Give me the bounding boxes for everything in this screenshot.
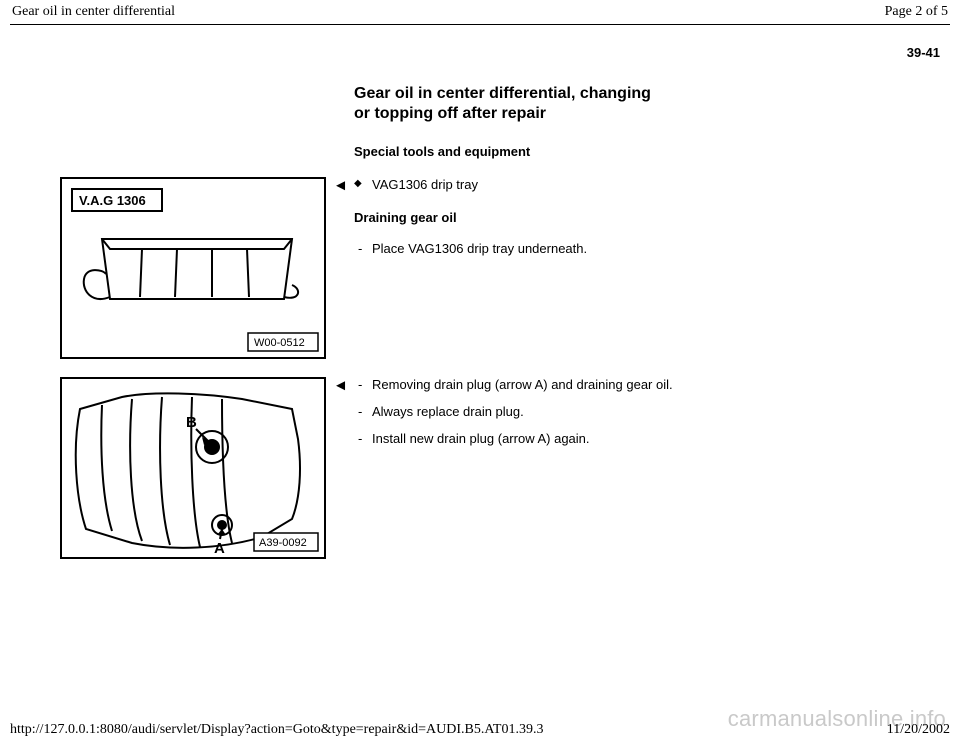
callout-a: A <box>214 540 225 557</box>
footer-url: http://127.0.0.1:8080/audi/servlet/Displ… <box>10 722 543 738</box>
figure-code: W00-0512 <box>254 337 305 349</box>
content-row-1: V.A.G 1306 <box>60 177 930 359</box>
content-row-2: B A A39-0092 ◄ Removing drain plug (arro… <box>60 377 930 559</box>
text-block-2: Removing drain plug (arrow A) and draini… <box>354 377 930 458</box>
header-rule <box>10 24 950 25</box>
footer-date: 11/20/2002 <box>887 722 950 738</box>
text-block-1: VAG1306 drip tray Draining gear oil Plac… <box>354 177 930 268</box>
step-title-draining: Draining gear oil <box>354 210 930 225</box>
section-title-line1: Gear oil in center differential, changin… <box>354 85 651 102</box>
pointer-icon: ◄ <box>326 377 354 394</box>
tool-item: VAG1306 drip tray <box>354 177 930 192</box>
tool-list: VAG1306 drip tray <box>354 177 930 192</box>
step-list-2: Removing drain plug (arrow A) and draini… <box>354 377 930 446</box>
step-list-1: Place VAG1306 drip tray underneath. <box>354 241 930 256</box>
step-item: Install new drain plug (arrow A) again. <box>354 431 930 446</box>
manual-page: Gear oil in center differential Page 2 o… <box>0 0 960 742</box>
subheading-tools: Special tools and equipment <box>354 144 930 159</box>
step-item: Place VAG1306 drip tray underneath. <box>354 241 930 256</box>
content-area: Gear oil in center differential, changin… <box>10 84 950 559</box>
section-title: Gear oil in center differential, changin… <box>354 84 930 124</box>
drip-tray-illustration: V.A.G 1306 <box>62 179 324 357</box>
page-indicator: Page 2 of 5 <box>885 4 948 20</box>
figure-label: V.A.G 1306 <box>79 193 146 208</box>
figure-transmission: B A A39-0092 <box>60 377 326 559</box>
callout-b: B <box>186 414 197 431</box>
footer-bar: http://127.0.0.1:8080/audi/servlet/Displ… <box>0 722 960 738</box>
figure-code: A39-0092 <box>259 537 307 549</box>
step-item: Always replace drain plug. <box>354 404 930 419</box>
doc-title: Gear oil in center differential <box>12 4 175 20</box>
figure-drip-tray: V.A.G 1306 <box>60 177 326 359</box>
page-code: 39-41 <box>10 45 940 60</box>
pointer-icon: ◄ <box>326 177 354 194</box>
transmission-illustration: B A A39-0092 <box>62 379 324 557</box>
step-item: Removing drain plug (arrow A) and draini… <box>354 377 930 392</box>
section-title-line2: or topping off after repair <box>354 105 546 122</box>
intro-block: Gear oil in center differential, changin… <box>354 84 930 159</box>
header-bar: Gear oil in center differential Page 2 o… <box>10 4 950 22</box>
